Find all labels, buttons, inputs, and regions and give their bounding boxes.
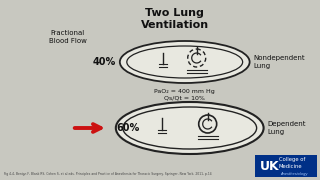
Text: Qs/Qt = 10%: Qs/Qt = 10% <box>164 95 205 100</box>
Text: Dependent
Lung: Dependent Lung <box>268 121 306 135</box>
Text: Anesthesiology: Anesthesiology <box>280 172 307 176</box>
Ellipse shape <box>123 107 257 149</box>
FancyBboxPatch shape <box>255 155 316 177</box>
Text: Fractional
Blood Flow: Fractional Blood Flow <box>49 30 87 44</box>
Text: College of
Medicine: College of Medicine <box>279 157 305 169</box>
Ellipse shape <box>127 46 243 78</box>
Ellipse shape <box>120 41 250 83</box>
Text: 40%: 40% <box>92 57 116 67</box>
Text: UK: UK <box>260 159 279 172</box>
Text: 60%: 60% <box>116 123 140 133</box>
Text: Fig 4-4, Benign F, Blank RS, Cohen S, et al eds. Principles and Practice of Anes: Fig 4-4, Benign F, Blank RS, Cohen S, et… <box>4 172 212 176</box>
Ellipse shape <box>116 102 264 154</box>
Text: Nondependent
Lung: Nondependent Lung <box>254 55 305 69</box>
Text: PaO₂ = 400 mm Hg: PaO₂ = 400 mm Hg <box>154 89 215 94</box>
Text: Two Lung
Ventilation: Two Lung Ventilation <box>141 8 209 30</box>
